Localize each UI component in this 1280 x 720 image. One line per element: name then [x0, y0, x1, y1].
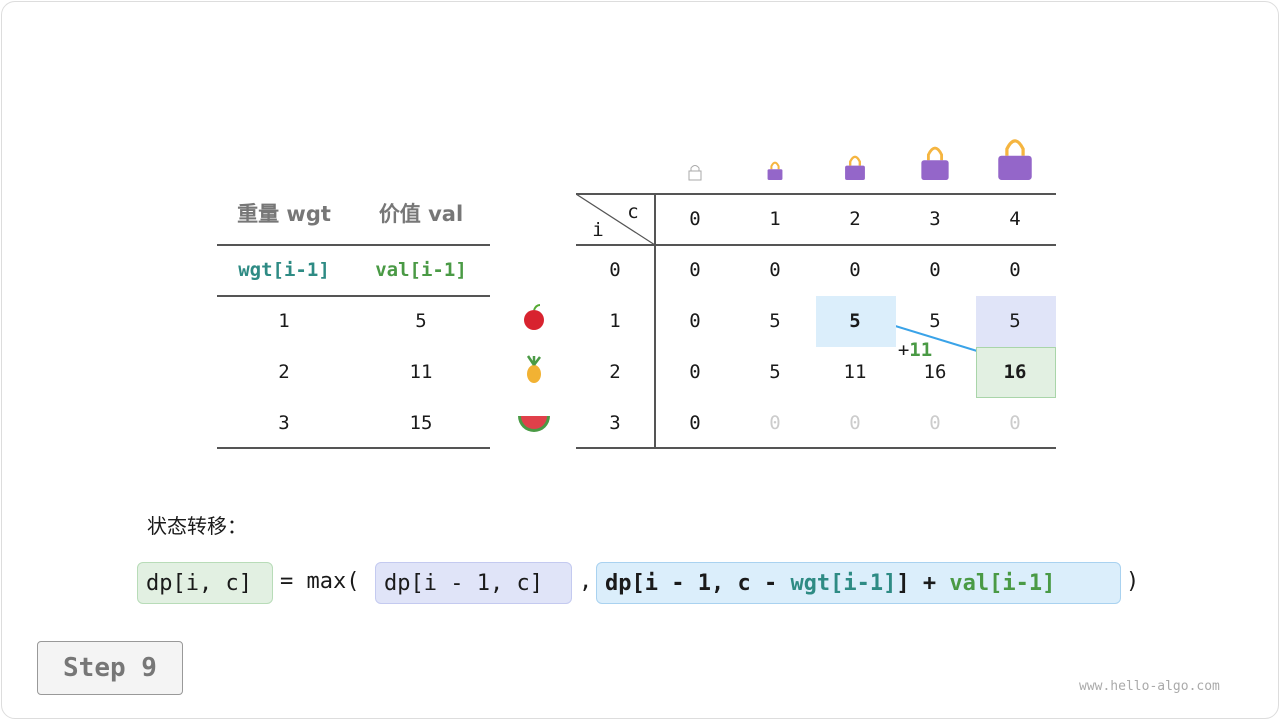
opt2-b: ] + — [896, 570, 950, 596]
highlight-source — [816, 296, 896, 347]
dp-cell: 0 — [689, 412, 701, 434]
items-subheader-line — [217, 295, 490, 297]
plus-value: 11 — [909, 339, 933, 361]
dp-cell: 0 — [849, 259, 861, 281]
corner-c-label: c — [627, 201, 639, 223]
bag-icon — [750, 130, 800, 186]
col-header: 4 — [1009, 208, 1021, 230]
items-header: 重量 wgt — [237, 202, 331, 226]
dp-cell: 16 — [923, 361, 947, 383]
option1-box: dp[i - 1, c] — [375, 562, 572, 604]
dp-header-line — [576, 244, 1056, 246]
row-header: 3 — [609, 412, 621, 434]
lhs-box: dp[i, c] — [137, 562, 273, 604]
pineapple-icon — [516, 355, 552, 391]
items-header: 价值 val — [378, 202, 464, 226]
dp-bottom-line — [576, 447, 1056, 449]
dp-cell: 0 — [1009, 259, 1021, 281]
close-paren: ) — [1126, 569, 1140, 594]
dp-top-line — [576, 193, 1056, 195]
dp-cell: 5 — [769, 361, 781, 383]
option2-box: dp[i - 1, c - wgt[i-1]] + val[i-1] — [596, 562, 1121, 604]
dp-cell: 0 — [689, 310, 701, 332]
transition-label: 状态转移： — [147, 514, 247, 538]
dp-cell: 0 — [769, 412, 781, 434]
row-header: 1 — [609, 310, 621, 332]
dp-cell: 0 — [929, 259, 941, 281]
plus-sign: + — [897, 339, 910, 361]
dp-cell: 0 — [689, 259, 701, 281]
items-cell: 15 — [409, 412, 433, 434]
items-cell: 3 — [278, 412, 290, 434]
dp-cell: 0 — [689, 361, 701, 383]
dp-cell: 5 — [769, 310, 781, 332]
watermelon-icon — [516, 406, 552, 442]
highlight-skip — [976, 296, 1056, 347]
dp-cell: 11 — [843, 361, 867, 383]
dp-vertical-line — [654, 194, 656, 448]
opt2-a: dp[i - 1, c - — [605, 570, 791, 596]
empty-bag-icon — [670, 130, 720, 186]
bag-icon — [990, 130, 1040, 186]
plus-value-label: +11 — [898, 339, 932, 361]
dp-cell: 0 — [1009, 412, 1021, 434]
dp-cell: 5 — [929, 310, 941, 332]
dp-cell: 0 — [929, 412, 941, 434]
apple-icon — [516, 304, 552, 340]
dp-cell: 5 — [849, 310, 861, 332]
corner-i-label: i — [592, 219, 604, 241]
items-subheader: wgt[i-1] — [238, 259, 330, 281]
eq-max: = max( — [280, 569, 360, 594]
col-header: 3 — [929, 208, 941, 230]
items-cell: 2 — [278, 361, 290, 383]
items-cell: 1 — [278, 310, 290, 332]
items-cell: 11 — [409, 361, 433, 383]
items-cell: 5 — [415, 310, 427, 332]
items-header-line — [217, 244, 490, 246]
row-header: 0 — [609, 259, 621, 281]
dp-cell: 16 — [1003, 361, 1027, 383]
bag-icon — [830, 130, 880, 186]
items-subheader: val[i-1] — [375, 259, 467, 281]
bag-icon — [910, 130, 960, 186]
opt2-wgt: wgt[i-1] — [790, 570, 897, 596]
col-header: 1 — [769, 208, 781, 230]
row-header: 2 — [609, 361, 621, 383]
dp-cell: 0 — [849, 412, 861, 434]
col-header: 2 — [849, 208, 861, 230]
dp-cell: 5 — [1009, 310, 1021, 332]
step-button[interactable]: Step 9 — [37, 641, 183, 695]
comma: , — [579, 569, 593, 594]
dp-cell: 0 — [769, 259, 781, 281]
items-bottom-line — [217, 447, 490, 449]
corner-diagonal — [576, 194, 656, 245]
watermark: www.hello-algo.com — [1079, 679, 1220, 694]
col-header: 0 — [689, 208, 701, 230]
highlight-target — [976, 347, 1056, 398]
opt2-val: val[i-1] — [949, 570, 1056, 596]
